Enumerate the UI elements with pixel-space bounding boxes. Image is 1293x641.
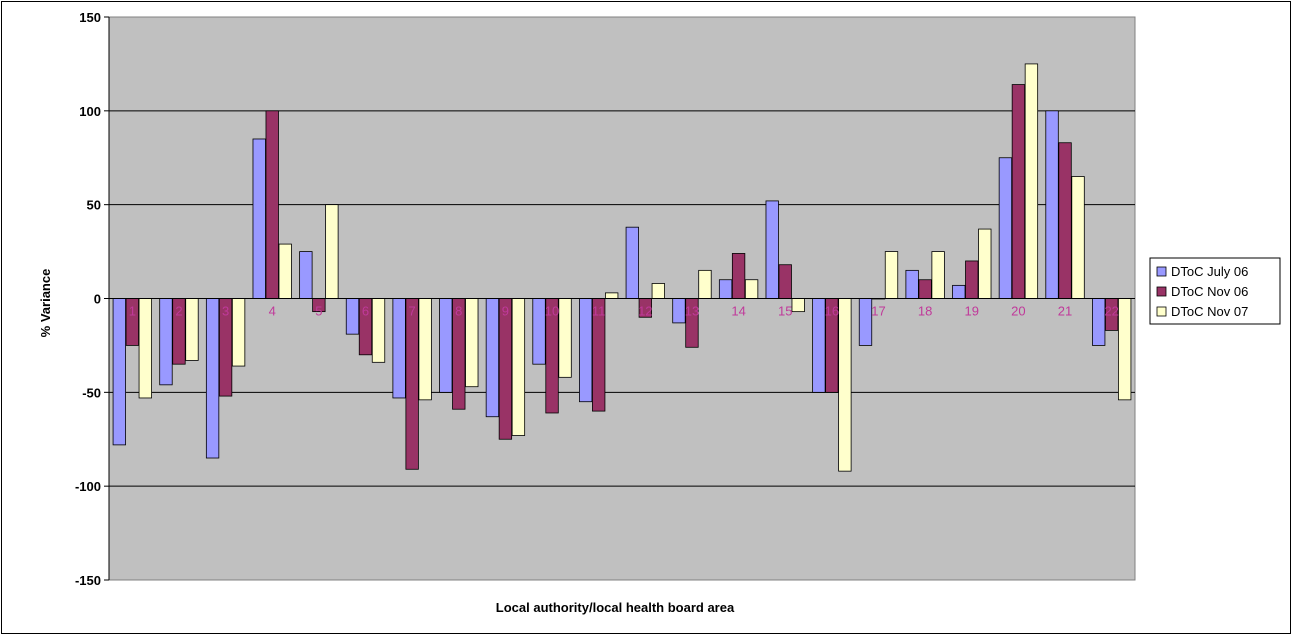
y-tick-label: -50 — [82, 385, 101, 400]
x-tick-label: 1 — [129, 304, 136, 319]
legend-label: DToC July 06 — [1171, 264, 1248, 279]
x-tick-label: 20 — [1011, 304, 1025, 319]
x-tick-label: 15 — [778, 304, 792, 319]
legend-swatch — [1156, 266, 1167, 277]
x-tick-label: 21 — [1058, 304, 1072, 319]
x-tick-label: 7 — [409, 304, 416, 319]
x-tick-label: 8 — [455, 304, 462, 319]
bars — [109, 63, 1135, 472]
y-tick-label: 150 — [79, 10, 101, 25]
y-tick-labels: 150 100 50 0 -50 -100 -150 — [75, 10, 101, 588]
x-tick-label: 13 — [685, 304, 699, 319]
x-tick-label: 12 — [638, 304, 652, 319]
y-tick-label: -150 — [75, 573, 101, 588]
y-tick-label: 0 — [94, 292, 101, 307]
x-tick-label: 3 — [222, 304, 229, 319]
x-tick-label: 14 — [731, 304, 745, 319]
x-tick-label: 17 — [871, 304, 885, 319]
x-tick-label: 11 — [592, 304, 606, 319]
legend-label: DToC Nov 07 — [1171, 304, 1248, 319]
x-axis-title: Local authority/local health board area — [496, 600, 735, 615]
x-tick-label: 6 — [362, 304, 369, 319]
legend-swatch — [1156, 306, 1167, 317]
y-tick-label: 50 — [87, 198, 101, 213]
y-tick-label: -100 — [75, 479, 101, 494]
x-tick-label: 4 — [269, 304, 276, 319]
x-tick-label: 18 — [918, 304, 932, 319]
x-tick-label: 2 — [175, 304, 182, 319]
x-tick-label: 16 — [825, 304, 839, 319]
x-tick-labels: 1 2 3 4 5 6 7 8 9 10 11 12 13 14 15 16 17 18 19 20 21 22 — [129, 304, 1119, 319]
x-tick-label: 9 — [502, 304, 509, 319]
x-tick-label: 5 — [315, 304, 322, 319]
x-tick-label: 22 — [1104, 304, 1118, 319]
legend-swatch — [1156, 286, 1167, 297]
legend: DToC July 06 DToC Nov 06 DToC Nov 07 — [1149, 257, 1281, 325]
y-axis-title: % Variance — [38, 269, 53, 338]
y-tick-label: 100 — [79, 104, 101, 119]
legend-box — [1149, 257, 1281, 325]
x-tick-label: 19 — [965, 304, 979, 319]
x-tick-label: 10 — [545, 304, 559, 319]
legend-label: DToC Nov 06 — [1171, 284, 1248, 299]
